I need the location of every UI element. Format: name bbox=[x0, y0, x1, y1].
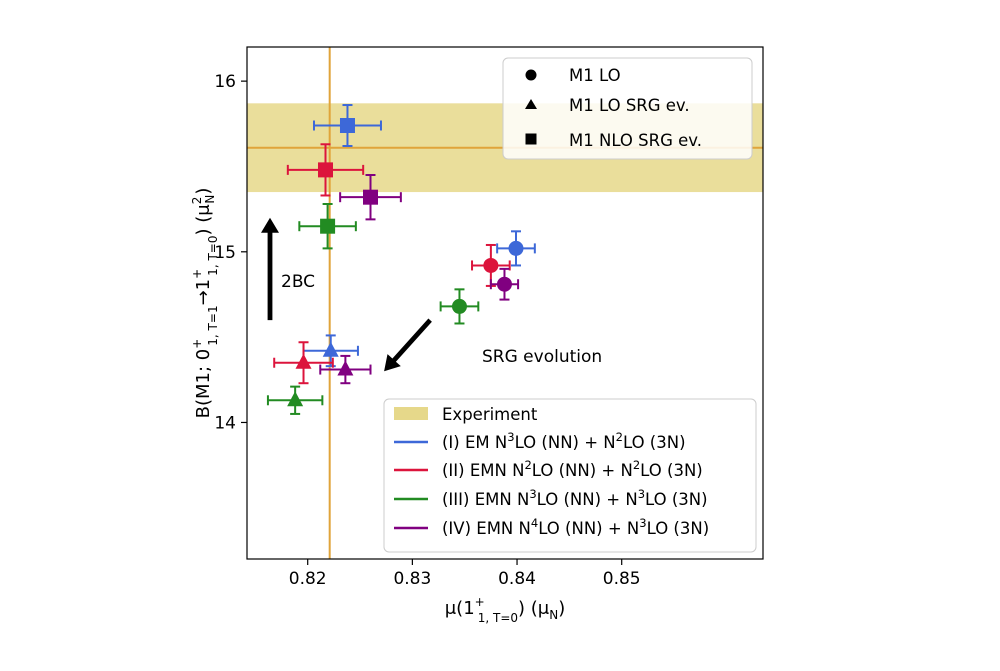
ylabel-part: 1, T=0 bbox=[206, 236, 220, 276]
point-marker-square bbox=[320, 218, 336, 234]
data-series bbox=[273, 143, 511, 385]
ylabel-part: →1 bbox=[193, 279, 214, 306]
x-axis-label: μ(1+ 1, T=0) (μN) bbox=[445, 595, 566, 625]
y-axis-label: B(M1; 0+ 1, T=1→1+ 1, T=0) (μ2N) bbox=[190, 188, 220, 419]
data-point bbox=[319, 354, 372, 385]
point-marker-circle bbox=[483, 257, 499, 273]
ylabel-part: ) bbox=[193, 188, 214, 195]
point-marker-square bbox=[363, 189, 379, 205]
marker-legend-label: M1 LO bbox=[569, 66, 621, 85]
point-marker-circle bbox=[508, 240, 524, 256]
annotation-2bc: 2BC bbox=[281, 272, 315, 292]
marker-legend-square-icon bbox=[525, 133, 537, 145]
point-marker-square bbox=[339, 118, 355, 134]
marker-legend-label: M1 NLO SRG ev. bbox=[569, 131, 702, 150]
ylabel-part: N bbox=[203, 195, 217, 204]
series-legend-box bbox=[383, 398, 757, 553]
x-tick-label: 0.84 bbox=[498, 569, 536, 589]
data-point bbox=[273, 341, 334, 385]
data-point bbox=[266, 385, 324, 415]
xlabel-part: ) (μ bbox=[518, 598, 550, 619]
data-series bbox=[302, 104, 536, 368]
data-point bbox=[302, 334, 359, 368]
legend-series-label: (III) EMN N3LO (NN) + N3LO (3N) bbox=[442, 487, 708, 509]
series-legend: Experiment (I) EM N3LO (NN) + N2LO (3N) … bbox=[383, 398, 757, 553]
ylabel-part: B(M1; 0 bbox=[193, 349, 214, 419]
ylabel-part: 2 bbox=[190, 197, 204, 205]
axes-frame bbox=[246, 46, 764, 560]
point-marker-triangle bbox=[295, 353, 312, 369]
xlabel-part: μ(1 bbox=[445, 598, 475, 619]
data-point bbox=[339, 174, 402, 221]
y-tick-label: 14 bbox=[214, 413, 236, 433]
legend-experiment-swatch bbox=[394, 407, 428, 420]
ylabel-part: + bbox=[190, 339, 204, 349]
data-layer bbox=[266, 104, 536, 415]
marker-legend-circle-icon bbox=[525, 69, 537, 81]
data-point bbox=[439, 288, 480, 325]
marker-legend-label: M1 LO SRG ev. bbox=[569, 96, 690, 115]
marker-legend-triangle-icon bbox=[525, 99, 537, 109]
point-marker-circle bbox=[451, 298, 467, 314]
arrow-layer bbox=[261, 217, 432, 372]
point-marker-triangle bbox=[337, 360, 354, 376]
annotation-2bc-text: 2BC bbox=[281, 272, 315, 292]
legend-series-label: (IV) EMN N4LO (NN) + N3LO (3N) bbox=[442, 516, 709, 538]
legend-series-label: (II) EMN N2LO (NN) + N2LO (3N) bbox=[442, 458, 703, 480]
data-series bbox=[319, 174, 520, 385]
point-marker-triangle bbox=[322, 341, 339, 357]
y-tick-label: 15 bbox=[214, 243, 236, 263]
xlabel-part: + bbox=[475, 595, 485, 609]
ylabel-part: 1, T=1 bbox=[206, 305, 220, 345]
y-tick-label: 16 bbox=[214, 72, 236, 92]
xlabel-part: N bbox=[549, 608, 558, 622]
marker-legend-box bbox=[502, 57, 753, 160]
data-point bbox=[286, 143, 365, 197]
xlabel-part: ) bbox=[558, 598, 565, 619]
x-tick-label: 0.82 bbox=[289, 569, 327, 589]
annotation-srg: SRG evolution bbox=[482, 347, 602, 367]
data-point bbox=[312, 104, 382, 147]
marker-legend: M1 LO M1 LO SRG ev. M1 NLO SRG ev. bbox=[502, 57, 753, 160]
data-point bbox=[471, 243, 511, 287]
legend-series-label: (I) EM N3LO (NN) + N2LO (3N) bbox=[442, 430, 686, 452]
ylabel-part: ) (μ bbox=[193, 204, 214, 236]
data-point bbox=[298, 203, 357, 250]
annotation-srg-text: SRG evolution bbox=[482, 347, 602, 367]
tick-layer: 0.82 0.83 0.84 0.85 14 15 16 bbox=[214, 72, 640, 589]
x-tick-label: 0.83 bbox=[393, 569, 431, 589]
ylabel-part: + bbox=[190, 269, 204, 279]
annotation-arrow-2bc bbox=[261, 217, 279, 321]
data-point bbox=[496, 230, 536, 267]
point-marker-triangle bbox=[287, 391, 304, 407]
legend-experiment-label: Experiment bbox=[442, 405, 538, 424]
point-marker-square bbox=[317, 162, 333, 178]
point-marker-circle bbox=[496, 276, 512, 292]
xlabel-part: 1, T=0 bbox=[478, 611, 518, 625]
annotation-arrow-srg bbox=[384, 318, 432, 372]
x-tick-label: 0.85 bbox=[603, 569, 641, 589]
data-point bbox=[489, 267, 520, 301]
data-series bbox=[266, 203, 480, 415]
